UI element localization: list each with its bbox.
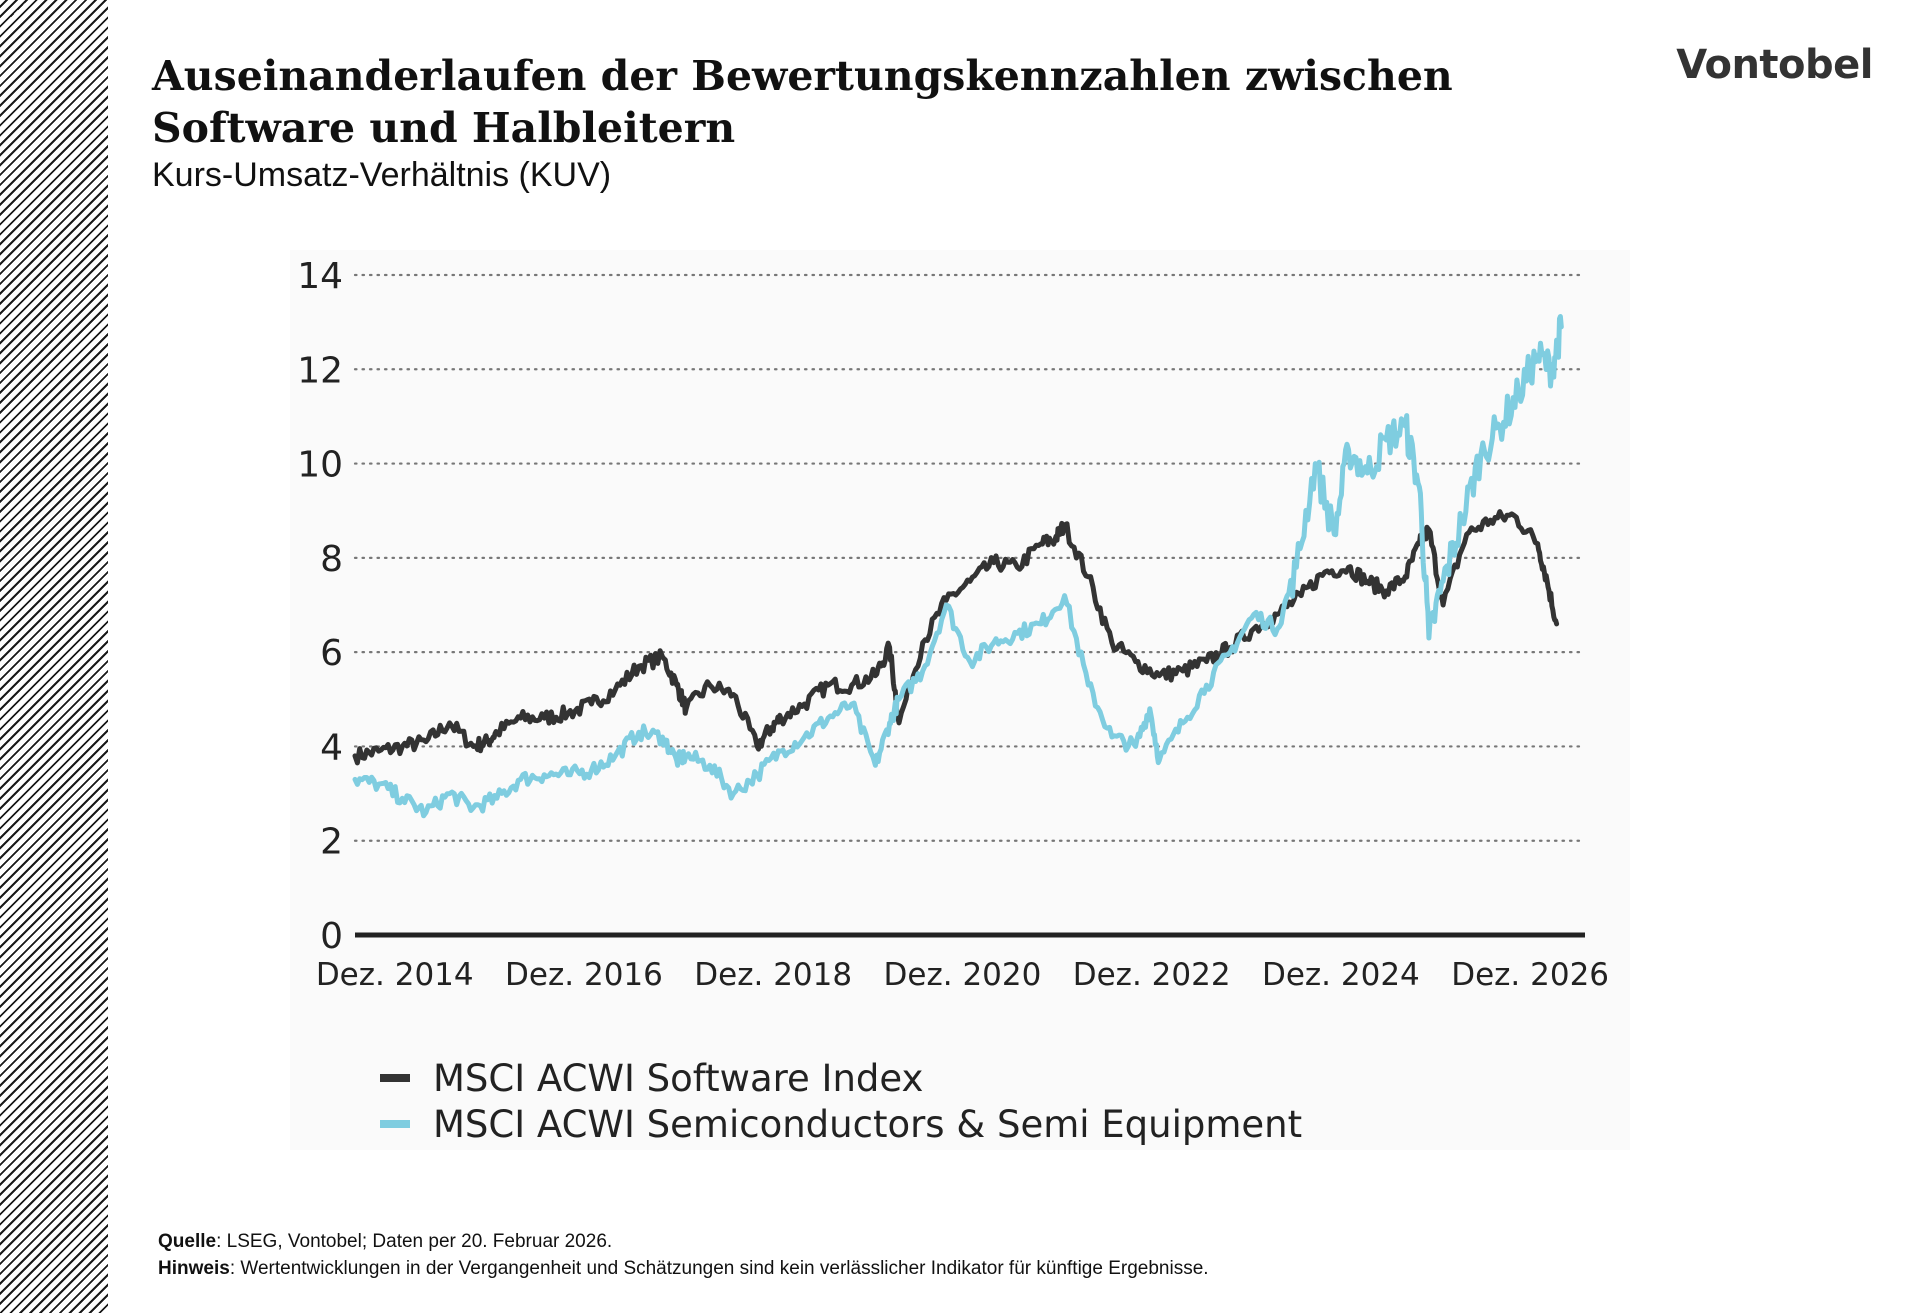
x-tick-label: Dez. 2022 (1073, 957, 1231, 993)
y-tick-label-6: 6 (320, 633, 343, 674)
note-text: : Wertentwicklungen in der Vergangenheit… (229, 1258, 1209, 1279)
chart-panel: 0 2 4 6 8 10 12 14 Dez. 2014 Dez. 2016 Dez. 2018 De… (290, 250, 1630, 1150)
x-tick-label: Dez. 2026 (1451, 957, 1609, 993)
legend-label-software: MSCI ACWI Software Index (433, 1057, 923, 1100)
y-tick-label-12: 12 (297, 350, 343, 391)
footer: Quelle: LSEG, Vontobel; Daten per 20. Fe… (158, 1228, 1209, 1282)
source-line: Quelle: LSEG, Vontobel; Daten per 20. Fe… (158, 1228, 1209, 1255)
x-tick-label: Dez. 2018 (694, 957, 852, 993)
source-label: Quelle (158, 1231, 217, 1252)
y-tick-label-14: 14 (297, 256, 343, 297)
y-tick-label-4: 4 (320, 727, 343, 768)
chart-subtitle: Kurs-Umsatz-Verhältnis (KUV) (152, 156, 612, 194)
y-tick-label-0: 0 (320, 916, 343, 957)
x-tick-label: Dez. 2020 (884, 957, 1042, 993)
series-line-semiconductors (352, 314, 1564, 819)
source-text: : LSEG, Vontobel; Daten per 20. Februar … (216, 1231, 613, 1252)
note-label: Hinweis (158, 1258, 230, 1279)
series-line-software (352, 509, 1560, 766)
note-line: Hinweis: Wertentwicklungen in der Vergan… (158, 1255, 1209, 1282)
x-tick-label: Dez. 2024 (1262, 957, 1420, 993)
brand-logo: Vontobel (1676, 42, 1873, 88)
y-tick-label-8: 8 (320, 539, 343, 580)
decorative-stripe-band (0, 0, 108, 1313)
legend-label-semiconductors: MSCI ACWI Semiconductors & Semi Equipmen… (433, 1103, 1302, 1146)
x-tick-label: Dez. 2016 (505, 957, 663, 993)
x-tick-label: Dez. 2014 (316, 957, 474, 993)
y-tick-label-10: 10 (297, 445, 343, 486)
page-title: Auseinanderlaufen der Bewertungskennzahl… (152, 52, 1453, 152)
line-chart: 0 2 4 6 8 10 12 14 Dez. 2014 Dez. 2016 Dez. 2018 De… (297, 256, 1609, 1146)
y-tick-label-2: 2 (320, 822, 343, 863)
